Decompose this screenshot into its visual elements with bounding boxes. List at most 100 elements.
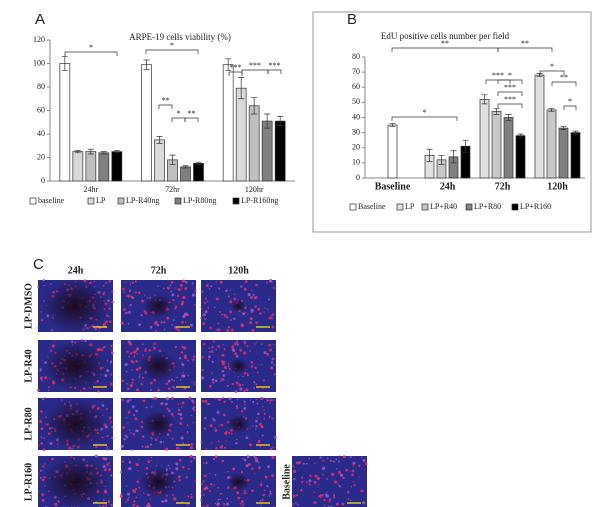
bar — [570, 132, 581, 179]
cell-dot — [173, 379, 175, 382]
cell-dot — [144, 446, 147, 449]
cell-dot — [243, 407, 247, 410]
cell-dot — [209, 483, 213, 486]
cell-dot — [131, 405, 135, 409]
cell-dot — [244, 403, 246, 406]
significance-bracket — [563, 105, 577, 110]
cell-dot — [93, 280, 96, 283]
cell-dot — [171, 293, 175, 297]
cell-dot — [176, 376, 178, 379]
cell-dot — [38, 472, 40, 475]
cell-dot — [258, 439, 260, 442]
significance-label: ** — [560, 73, 568, 82]
cell-dot — [259, 500, 262, 502]
cell-dot — [252, 425, 254, 427]
cell-dot — [273, 364, 276, 366]
cell-dot — [187, 359, 190, 362]
cell-dot — [39, 469, 42, 472]
bar — [515, 135, 526, 179]
cell-dot — [220, 447, 222, 449]
cell-dot — [235, 438, 238, 441]
cell-dot — [236, 406, 239, 409]
cell-dot — [263, 489, 266, 492]
cell-dot — [171, 396, 174, 400]
cell-dot — [255, 321, 258, 324]
cell-dot — [199, 498, 203, 502]
cell-dot — [235, 381, 239, 385]
cell-dot — [153, 342, 156, 346]
cell-dot — [138, 291, 141, 295]
cell-dot — [250, 443, 252, 446]
cell-dot — [342, 476, 345, 480]
cell-dot — [108, 279, 112, 283]
cell-dot — [229, 289, 231, 291]
cell-dot — [232, 467, 236, 471]
cell-dot — [171, 493, 175, 496]
cell-dot — [186, 424, 189, 427]
cell-dot — [110, 474, 113, 477]
cell-dot — [338, 485, 341, 488]
cell-dot — [234, 352, 238, 356]
cell-dot — [194, 381, 196, 383]
cell-dot — [213, 340, 216, 343]
error-bar — [517, 133, 524, 138]
cell-dot — [202, 342, 206, 346]
cell-dot — [179, 412, 183, 416]
cell-dot — [190, 414, 192, 417]
cell-dot — [153, 396, 157, 400]
cell-dot — [120, 444, 124, 448]
cell-dot — [328, 498, 332, 501]
significance-label: *** — [269, 61, 281, 70]
cell-dot — [262, 405, 264, 408]
cell-dot — [210, 442, 213, 444]
cell-dot — [249, 399, 252, 401]
y-tick-label: 120 — [33, 35, 45, 44]
bar — [111, 151, 123, 182]
cell-dot — [133, 500, 136, 503]
cell-dot — [255, 295, 258, 299]
cell-dot — [313, 491, 315, 494]
cell-dot — [159, 440, 163, 444]
cell-dot — [177, 328, 181, 332]
cell-dot — [177, 408, 181, 412]
cell-dot — [165, 397, 170, 401]
cell-dot — [335, 502, 339, 506]
cell-dot — [272, 446, 275, 449]
bar — [180, 166, 191, 182]
cell-dot — [350, 486, 353, 488]
cell-dot — [308, 457, 311, 460]
cell-dot — [264, 307, 266, 309]
cell-dot — [110, 382, 113, 386]
cell-dot — [217, 498, 220, 501]
cell-dot — [220, 492, 223, 495]
cell-dot — [142, 354, 145, 357]
significance-bracket — [497, 47, 553, 52]
cell-dot — [181, 352, 184, 354]
cell-dot — [204, 416, 207, 420]
cell-dot — [132, 489, 137, 493]
cell-dot — [181, 300, 185, 304]
cell-dot — [172, 319, 175, 322]
cell-dot — [217, 328, 221, 332]
error-bar — [481, 94, 488, 105]
legend-label: LP+R80 — [474, 202, 501, 211]
bar — [193, 163, 204, 182]
cell-dot — [242, 312, 246, 316]
cell-dot — [263, 409, 265, 411]
bar — [274, 120, 286, 182]
cell-dot — [181, 363, 185, 367]
cell-dot — [254, 366, 257, 370]
cell-dot — [313, 480, 317, 484]
cell-dot — [40, 410, 43, 413]
cell-dot — [243, 400, 246, 403]
cell-dot — [222, 413, 226, 417]
error-bar — [61, 56, 68, 71]
cell-dot — [208, 288, 211, 290]
cell-dot — [136, 430, 139, 433]
cell-dot — [43, 284, 45, 287]
cell-dot — [316, 477, 320, 480]
cell-dot — [177, 412, 180, 415]
cell-dot — [243, 340, 247, 344]
cell-dot — [132, 361, 135, 364]
cell-dot — [162, 441, 165, 443]
